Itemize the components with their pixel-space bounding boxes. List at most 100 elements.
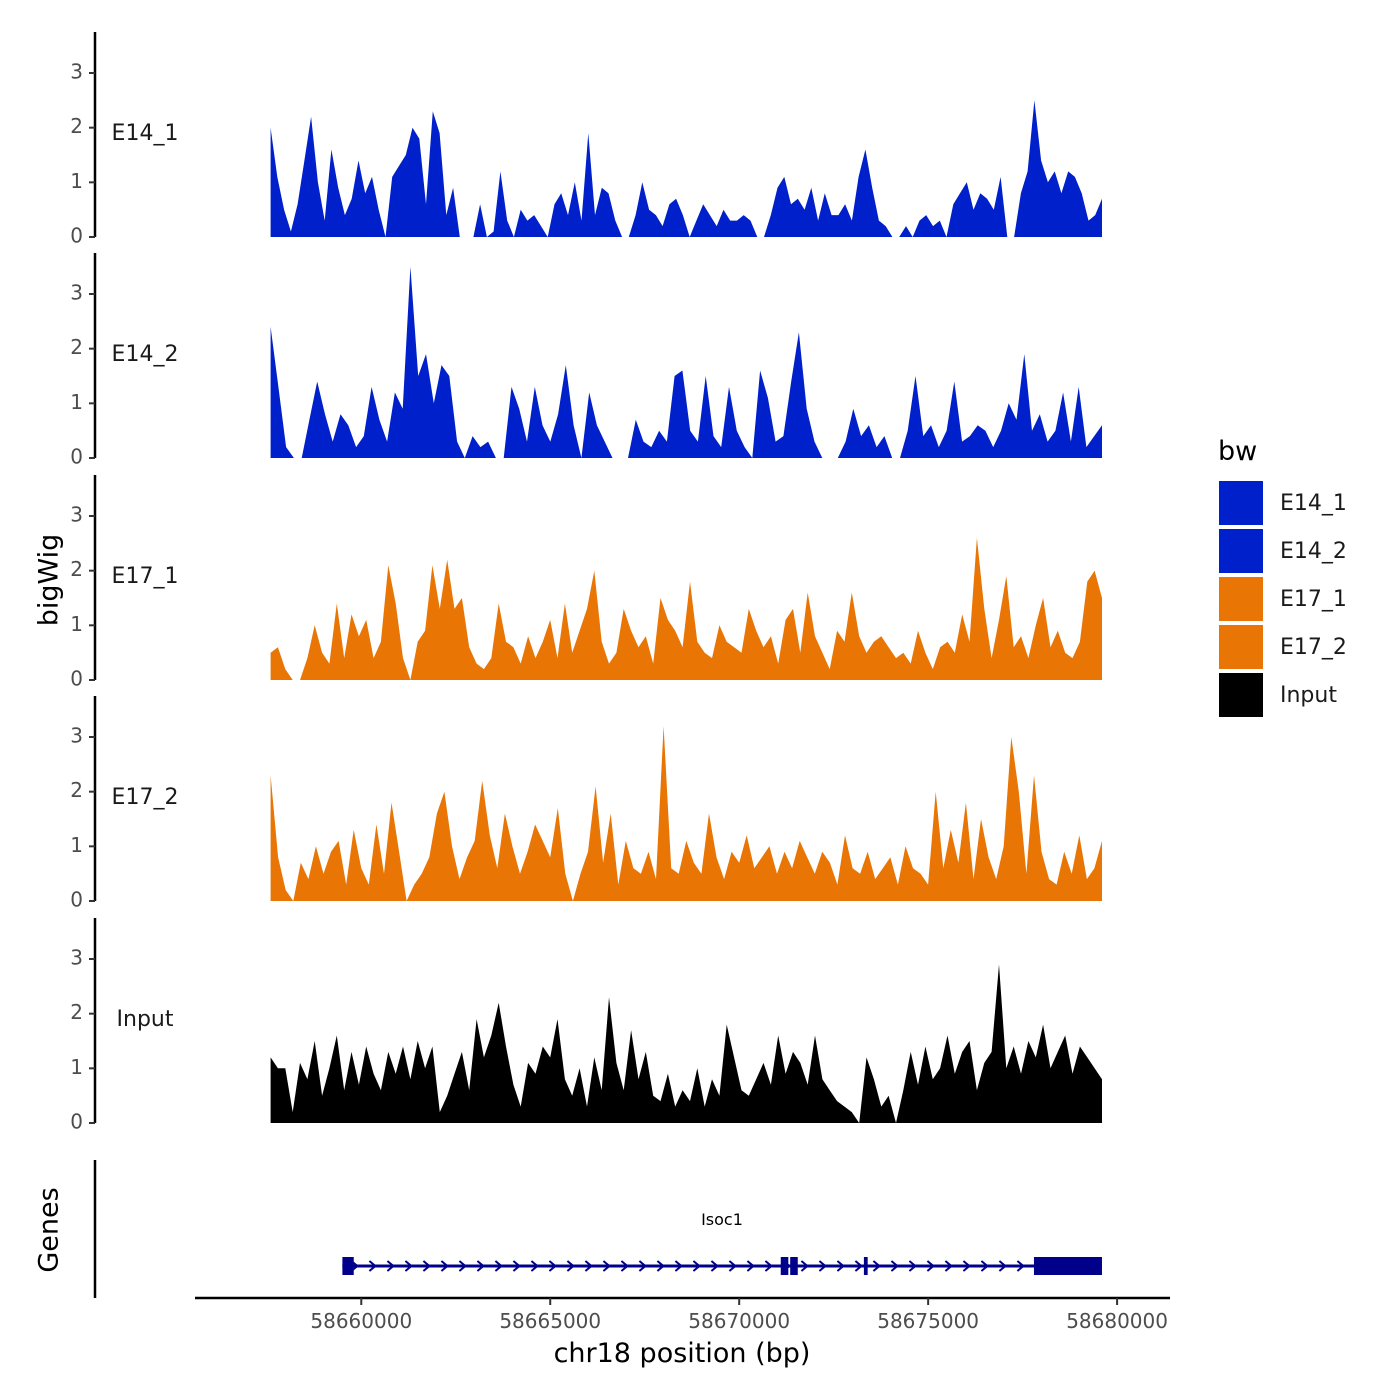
strand-arrow: [458, 1260, 467, 1272]
strand-arrow: [926, 1260, 935, 1272]
strand-arrow: [584, 1260, 593, 1272]
strand-arrow: [890, 1260, 899, 1272]
legend-swatch: [1217, 623, 1265, 671]
strand-arrow: [836, 1260, 845, 1272]
gene-exon: [342, 1257, 354, 1275]
strand-arrow: [566, 1260, 575, 1272]
legend-swatch: [1217, 575, 1265, 623]
y-tick-label: 1: [70, 1055, 83, 1079]
y-tick-label: 1: [70, 169, 83, 193]
x-tick-label: 58660000: [310, 1309, 412, 1333]
signal-area-e14_2: [270, 266, 1103, 458]
legend-label: E17_2: [1280, 635, 1347, 660]
track-e14_2: 0 1 2 3 E14_2: [70, 253, 1103, 469]
strand-arrow: [656, 1260, 665, 1272]
gene-exon: [790, 1257, 798, 1275]
x-tick-label: 58675000: [877, 1309, 979, 1333]
strand-arrow: [674, 1260, 683, 1272]
gene-exon: [780, 1257, 789, 1275]
strand-arrow: [962, 1260, 971, 1272]
y-tick-label: 3: [70, 60, 83, 84]
track-label: E14_1: [112, 121, 179, 146]
strand-arrow: [728, 1260, 737, 1272]
strand-arrow: [764, 1260, 773, 1272]
gene-panel: Genes Isoc1: [34, 1160, 1102, 1298]
legend-item-e17_1: E17_1: [1217, 575, 1347, 623]
gene-model: [342, 1257, 1102, 1275]
track-e17_1: 0 1 2 3 E17_1: [70, 475, 1103, 691]
strand-arrow: [440, 1260, 449, 1272]
legend-swatch: [1217, 671, 1265, 719]
track-e14_1: 0 1 2 3 E14_1: [70, 32, 1103, 248]
legend-label: E17_1: [1280, 587, 1347, 612]
strand-arrow: [620, 1260, 629, 1272]
strand-arrow: [746, 1260, 755, 1272]
y-tick-label: 0: [70, 888, 83, 912]
y-tick-label: 2: [70, 778, 83, 802]
strand-arrow: [530, 1260, 539, 1272]
strand-arrow: [980, 1260, 989, 1272]
y-axis-title: bigWig: [34, 534, 65, 627]
strand-arrow: [944, 1260, 953, 1272]
strand-arrow: [602, 1260, 611, 1272]
strand-arrow: [548, 1260, 557, 1272]
y-tick-label: 3: [70, 281, 83, 305]
signal-area-e14_1: [270, 100, 1103, 237]
x-tick-label: 58680000: [1066, 1309, 1168, 1333]
y-tick-label: 0: [70, 667, 83, 691]
strand-arrow: [908, 1260, 917, 1272]
y-tick-label: 1: [70, 390, 83, 414]
strand-arrow: [638, 1260, 647, 1272]
signal-area-e17_2: [270, 726, 1103, 901]
y-tick-label: 0: [70, 1110, 83, 1134]
legend-swatch: [1217, 479, 1265, 527]
track-e17_2: 0 1 2 3 E17_2: [70, 696, 1103, 912]
y-tick-label: 3: [70, 724, 83, 748]
strand-arrow: [368, 1260, 377, 1272]
strand-arrow: [1016, 1260, 1025, 1272]
y-tick-label: 2: [70, 114, 83, 138]
legend-swatch: [1217, 527, 1265, 575]
track-label: E17_1: [112, 564, 179, 589]
legend-item-e14_2: E14_2: [1217, 527, 1347, 575]
x-axis-ticks: 58660000 58665000 58670000 58675000 58680000: [310, 1298, 1168, 1333]
y-tick-label: 2: [70, 1000, 83, 1024]
y-tick-label: 0: [70, 224, 83, 248]
signal-area-e17_1: [270, 537, 1103, 680]
legend-title: bw: [1218, 436, 1257, 467]
strand-arrow: [854, 1260, 863, 1272]
strand-arrow: [692, 1260, 701, 1272]
track-label: E17_2: [112, 785, 179, 810]
strand-arrow: [800, 1260, 809, 1272]
y-tick-label: 2: [70, 557, 83, 581]
strand-arrow: [872, 1260, 881, 1272]
x-tick-label: 58665000: [499, 1309, 601, 1333]
y-tick-label: 1: [70, 612, 83, 636]
signal-area-input: [270, 964, 1103, 1123]
strand-arrow: [494, 1260, 503, 1272]
strand-arrow: [476, 1260, 485, 1272]
legend-item-e17_2: E17_2: [1217, 623, 1347, 671]
gene-exon: [863, 1257, 868, 1275]
y-tick-label: 1: [70, 833, 83, 857]
y-tick-label: 2: [70, 335, 83, 359]
legend: bw E14_1 E14_2 E17_1 E17_2 Input: [1217, 436, 1347, 719]
track-input: 0 1 2 3 Input: [70, 918, 1103, 1134]
legend-items: E14_1 E14_2 E17_1 E17_2 Input: [1217, 479, 1347, 719]
strand-arrow: [710, 1260, 719, 1272]
strand-arrow: [998, 1260, 1007, 1272]
track-label: Input: [117, 1007, 174, 1032]
y-tick-label: 3: [70, 946, 83, 970]
strand-arrow: [818, 1260, 827, 1272]
legend-label: Input: [1280, 683, 1337, 708]
y-tick-label: 0: [70, 445, 83, 469]
strand-arrow: [512, 1260, 521, 1272]
genes-axis-title: Genes: [34, 1187, 65, 1272]
strand-arrow: [404, 1260, 413, 1272]
x-axis-title: chr18 position (bp): [554, 1338, 811, 1369]
strand-arrow: [422, 1260, 431, 1272]
x-tick-label: 58670000: [688, 1309, 790, 1333]
x-axis: 58660000 58665000 58670000 58675000 58680000…: [195, 1296, 1170, 1369]
y-tick-label: 3: [70, 503, 83, 527]
